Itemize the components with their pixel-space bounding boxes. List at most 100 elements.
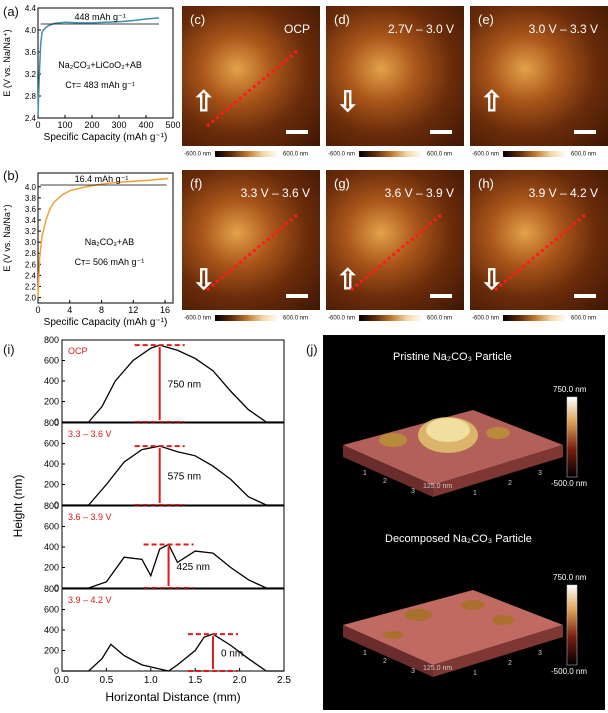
- y-tick-label: 2.4: [25, 114, 37, 123]
- y-axis-label: E (V vs. Na/Na⁺): [2, 29, 12, 96]
- x-tick-label: 500: [165, 120, 180, 130]
- cb-gradient: [359, 151, 424, 157]
- y-tick-label: 4.0: [25, 183, 37, 192]
- y-tick-label: 600: [44, 605, 59, 615]
- y-tick-label: 400: [44, 625, 59, 635]
- y-tick-label: 4.0: [25, 26, 37, 35]
- profile-line: [62, 543, 284, 589]
- y-tick-label: 400: [44, 542, 59, 552]
- height-label: 750 nm: [168, 380, 201, 391]
- panel-i-label: (i): [3, 342, 15, 357]
- subplot-name: 3.9 – 4.2 V: [68, 595, 112, 605]
- afm-voltage: 2.7V – 3.0 V: [387, 22, 454, 36]
- x-tick-label: 1.5: [188, 675, 202, 686]
- line-scan-path: [350, 213, 442, 292]
- svg-text:2: 2: [508, 660, 512, 667]
- cb-top-max: 750.0 nm: [553, 385, 587, 394]
- x-tick-label: 8: [99, 305, 104, 315]
- y-tick-label: 0: [54, 583, 59, 593]
- profile-line: [62, 633, 284, 672]
- afm-colorbar: -600.0 nm 600.0 nm: [184, 151, 308, 158]
- height-label: 575 nm: [168, 472, 201, 483]
- cb-gradient: [503, 151, 568, 157]
- afm-image-h: (h) 3.9 V – 4.2 V ⇩: [470, 170, 608, 310]
- cb-min: -600.0 nm: [328, 315, 356, 322]
- x-tick-label: 0: [35, 305, 40, 315]
- data-line: [37, 17, 160, 116]
- x-tick-label: 100: [57, 120, 72, 130]
- svg-text:1: 1: [363, 650, 367, 657]
- y-tick-label: 3.0: [25, 238, 37, 247]
- chart-a: 0 100 200 300 400 500 2.4 2.8 3.2 3.6 4.0 4.4 Specif…: [2, 4, 180, 143]
- cb-gradient: [215, 315, 280, 321]
- y-tick-label: 400: [44, 459, 59, 469]
- x-tick-label: 1.0: [144, 675, 158, 686]
- afm-voltage: OCP: [283, 22, 310, 36]
- pristine-title: Pristine Na₂CO₃ Particle: [393, 351, 512, 363]
- y-tick-label: 4.4: [25, 4, 37, 13]
- line-scan-path: [206, 49, 298, 128]
- cb-top-min: -500.0 nm: [551, 479, 588, 488]
- y-tick-label: 0: [54, 666, 59, 676]
- x-tick-label: 12: [128, 305, 138, 315]
- x-tick-label: 2.0: [233, 675, 247, 686]
- profile-line: [62, 344, 284, 423]
- scale-bar: [286, 130, 308, 134]
- afm-image-d: (d) 2.7V – 3.0 V ⇩: [326, 6, 464, 146]
- y-tick-label: 600: [44, 439, 59, 449]
- direction-arrow-icon: ⇧: [480, 86, 504, 117]
- afm-voltage: 3.9 V – 4.2 V: [528, 186, 598, 200]
- ct-b: Cᴛ= 506 mAh g⁻¹: [75, 257, 145, 267]
- height-label: 425 nm: [177, 562, 210, 573]
- scale-bar: [430, 130, 452, 134]
- direction-arrow-icon: ⇩: [192, 264, 216, 295]
- x-axis-label: Specific Capacity (mAh g⁻¹): [44, 317, 168, 328]
- afm-image-f: (f) 3.3 V – 3.6 V ⇩: [182, 170, 320, 310]
- composition-a: Na₂CO₃+LiCoO₂+AB: [58, 60, 142, 70]
- y-tick-label: 3.8: [25, 194, 37, 203]
- afm-colorbar: -600.0 nm 600.0 nm: [184, 315, 308, 322]
- scale-bar: [574, 130, 596, 134]
- x-tick-label: 2.5: [277, 675, 291, 686]
- cb-min: -600.0 nm: [328, 151, 356, 158]
- cb-bottom-max: 750.0 nm: [553, 573, 587, 582]
- x-axis-label: Horizontal Distance (mm): [105, 690, 240, 704]
- y-tick-label: 600: [44, 522, 59, 532]
- y-tick-label: 3.2: [25, 227, 37, 236]
- cb-max: 600.0 nm: [427, 151, 453, 158]
- x-tick-label: 0.5: [99, 675, 113, 686]
- svg-text:3: 3: [411, 488, 415, 495]
- y-tick-label: 800: [44, 501, 59, 511]
- y-tick-label: 0: [54, 417, 59, 427]
- svg-text:2: 2: [508, 480, 512, 487]
- y-tick-label: 2.4: [25, 271, 37, 280]
- data-line: [37, 177, 169, 298]
- ct-a: Cᴛ= 483 mAh g⁻¹: [65, 80, 135, 90]
- y-tick-label: 800: [44, 335, 59, 345]
- x-tick-label: 200: [84, 120, 99, 130]
- direction-arrow-icon: ⇩: [480, 264, 504, 295]
- afm-voltage: 3.6 V – 3.9 V: [384, 186, 454, 200]
- chart-i: 0 200 400 600 800 OCP 750 nm 0 200 400 600 800 3.3 –…: [11, 335, 291, 704]
- x-tick-label: 300: [111, 120, 126, 130]
- cb-max: 600.0 nm: [283, 315, 309, 322]
- line-scan-path: [494, 213, 586, 292]
- subplot-name: OCP: [68, 346, 88, 356]
- afm-tag: (d): [334, 12, 350, 27]
- plot-frame: [37, 7, 174, 119]
- svg-text:3: 3: [411, 668, 415, 675]
- line-scan-path: [206, 213, 298, 292]
- y-tick-label: 600: [44, 356, 59, 366]
- capacity-note-b: 16.4 mAh g⁻¹: [75, 174, 129, 184]
- cb-max: 600.0 nm: [571, 315, 597, 322]
- panel-j-label: (j): [306, 342, 318, 357]
- plot-frame: [37, 172, 174, 304]
- y-tick-label: 200: [44, 480, 59, 490]
- direction-arrow-icon: ⇧: [192, 86, 216, 117]
- cb-max: 600.0 nm: [427, 315, 453, 322]
- y-tick-label: 3.6: [25, 48, 37, 57]
- height-label: 0 nm: [221, 649, 243, 660]
- afm-tag: (g): [334, 176, 350, 191]
- cb-gradient: [359, 315, 424, 321]
- y-axis-label: E (V vs. Na/Na⁺): [2, 204, 12, 271]
